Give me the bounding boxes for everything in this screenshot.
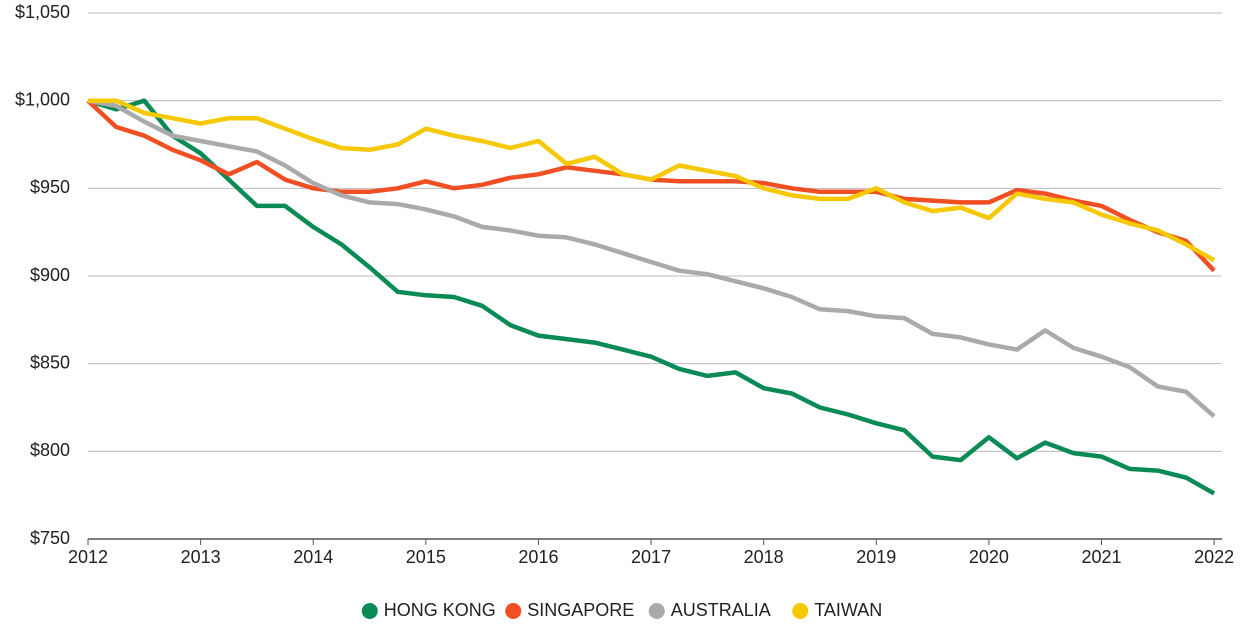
legend-label: TAIWAN bbox=[814, 600, 882, 620]
x-tick-label: 2018 bbox=[744, 547, 784, 567]
series-line bbox=[87, 98, 1216, 418]
x-tick-label: 2014 bbox=[293, 547, 333, 567]
y-tick-label: $900 bbox=[30, 265, 70, 285]
y-tick-label: $1,050 bbox=[15, 2, 70, 22]
legend-label: SINGAPORE bbox=[527, 600, 634, 620]
x-tick-label: 2015 bbox=[406, 547, 446, 567]
x-tick-label: 2012 bbox=[68, 547, 108, 567]
y-tick-label: $850 bbox=[30, 352, 70, 372]
x-tick-label: 2021 bbox=[1081, 547, 1121, 567]
series-line bbox=[86, 99, 1216, 273]
y-tick-label: $1,000 bbox=[15, 89, 70, 109]
x-tick-label: 2022 bbox=[1194, 547, 1234, 567]
x-tick-label: 2017 bbox=[631, 547, 671, 567]
x-tick-label: 2020 bbox=[969, 547, 1009, 567]
x-tick-label: 2019 bbox=[856, 547, 896, 567]
legend-marker bbox=[505, 603, 522, 619]
legend-marker bbox=[792, 603, 809, 619]
y-tick-label: $800 bbox=[30, 440, 70, 460]
x-tick-label: 2016 bbox=[518, 547, 558, 567]
legend-label: AUSTRALIA bbox=[671, 600, 771, 620]
series-line bbox=[88, 98, 1216, 263]
series-line bbox=[87, 98, 1216, 496]
y-tick-label: $950 bbox=[30, 177, 70, 197]
x-tick-label: 2013 bbox=[181, 547, 221, 567]
y-tick-label: $750 bbox=[30, 528, 70, 548]
legend-label: HONG KONG bbox=[384, 600, 496, 620]
legend-marker bbox=[648, 603, 665, 619]
legend-marker bbox=[361, 603, 378, 619]
